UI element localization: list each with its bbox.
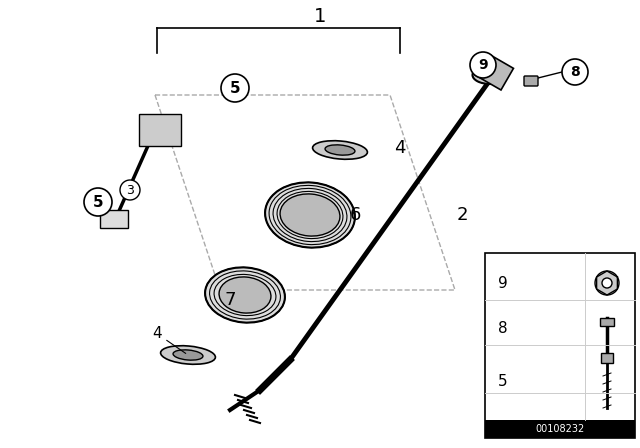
Circle shape — [84, 188, 112, 216]
Circle shape — [120, 180, 140, 200]
Ellipse shape — [280, 194, 340, 236]
Text: 9: 9 — [478, 58, 488, 72]
Text: 9: 9 — [498, 276, 508, 290]
Bar — [485, 253, 635, 438]
Text: 6: 6 — [349, 206, 361, 224]
Ellipse shape — [312, 141, 367, 159]
Text: 5: 5 — [93, 194, 103, 210]
Text: 5: 5 — [498, 374, 508, 388]
Text: 8: 8 — [570, 65, 580, 79]
Text: 4: 4 — [152, 326, 186, 353]
Bar — [100, 210, 128, 228]
Circle shape — [562, 59, 588, 85]
Text: 2: 2 — [456, 206, 468, 224]
Text: 00108232: 00108232 — [536, 424, 584, 434]
Ellipse shape — [325, 145, 355, 155]
Bar — [475, 53, 513, 90]
Ellipse shape — [219, 277, 271, 313]
Text: 4: 4 — [394, 139, 406, 157]
Text: 7: 7 — [224, 291, 236, 309]
Circle shape — [221, 74, 249, 102]
Text: 3: 3 — [126, 184, 134, 197]
Text: 1: 1 — [314, 7, 326, 26]
Bar — [601, 353, 613, 363]
Ellipse shape — [161, 346, 216, 364]
Circle shape — [602, 278, 612, 288]
Text: 8: 8 — [498, 320, 508, 336]
Ellipse shape — [173, 350, 203, 360]
Bar — [600, 318, 614, 326]
Ellipse shape — [472, 66, 508, 84]
Text: 5: 5 — [230, 81, 240, 95]
Circle shape — [470, 52, 496, 78]
FancyBboxPatch shape — [139, 114, 181, 146]
FancyBboxPatch shape — [524, 76, 538, 86]
Circle shape — [595, 271, 619, 295]
Bar — [485, 420, 635, 438]
Ellipse shape — [205, 267, 285, 323]
Ellipse shape — [265, 182, 355, 248]
